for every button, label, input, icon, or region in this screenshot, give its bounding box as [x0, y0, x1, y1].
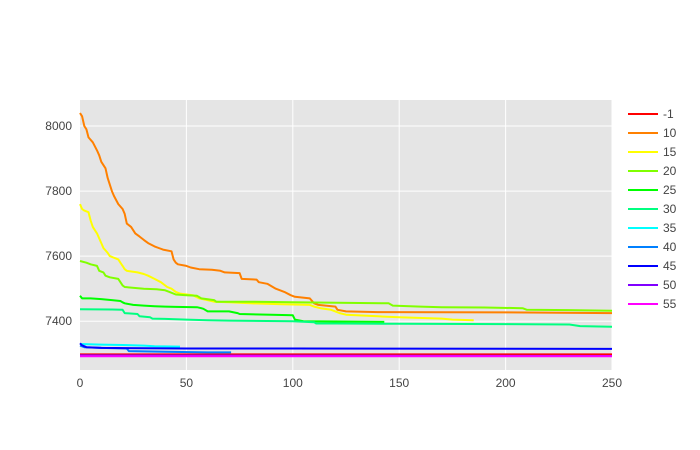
series-lines [79, 112, 613, 358]
legend-label: 40 [663, 240, 677, 254]
legend-item[interactable]: 25 [628, 183, 677, 197]
legend-label: -1 [663, 107, 674, 121]
x-tick-label: 50 [180, 376, 194, 390]
x-tick-label: 0 [77, 376, 84, 390]
x-tick-label: 250 [602, 376, 622, 390]
legend-item[interactable]: 45 [628, 259, 677, 273]
y-tick-label: 7800 [45, 184, 72, 198]
series-line-25 [79, 295, 385, 323]
series-line-15 [79, 203, 474, 322]
legend-label: 30 [663, 202, 677, 216]
y-tick-label: 7400 [45, 314, 72, 328]
legend-label: 20 [663, 164, 677, 178]
x-tick-label: 100 [283, 376, 303, 390]
series-line-30 [79, 308, 613, 328]
y-tick-label: 8000 [45, 119, 72, 133]
plot-area [80, 100, 612, 370]
legend-item[interactable]: 40 [628, 240, 677, 254]
legend-label: 55 [663, 297, 677, 311]
series-line-35 [79, 343, 181, 348]
legend[interactable]: -1 10 15 20 25 30 35 40 45 50 55 [628, 107, 677, 311]
legend-item[interactable]: 15 [628, 145, 677, 159]
y-tick-label: 7600 [45, 249, 72, 263]
legend-item[interactable]: 50 [628, 278, 677, 292]
legend-label: 50 [663, 278, 677, 292]
legend-label: 45 [663, 259, 677, 273]
x-tick-label: 150 [389, 376, 409, 390]
series-line-20 [79, 260, 613, 312]
legend-item[interactable]: 30 [628, 202, 677, 216]
legend-label: 10 [663, 126, 677, 140]
y-axis-tick-labels: 7400 7600 7800 8000 [45, 119, 72, 328]
x-axis-tick-labels: 0 50 100 150 200 250 [77, 376, 623, 390]
legend-item[interactable]: 35 [628, 221, 677, 235]
legend-label: 35 [663, 221, 677, 235]
legend-item[interactable]: 10 [628, 126, 677, 140]
legend-item[interactable]: 20 [628, 164, 677, 178]
legend-item[interactable]: 55 [628, 297, 677, 311]
series-line-45 [79, 342, 613, 350]
legend-item[interactable]: -1 [628, 107, 674, 121]
legend-label: 15 [663, 145, 677, 159]
legend-label: 25 [663, 183, 677, 197]
series-line-10 [79, 112, 613, 315]
x-tick-label: 200 [496, 376, 516, 390]
